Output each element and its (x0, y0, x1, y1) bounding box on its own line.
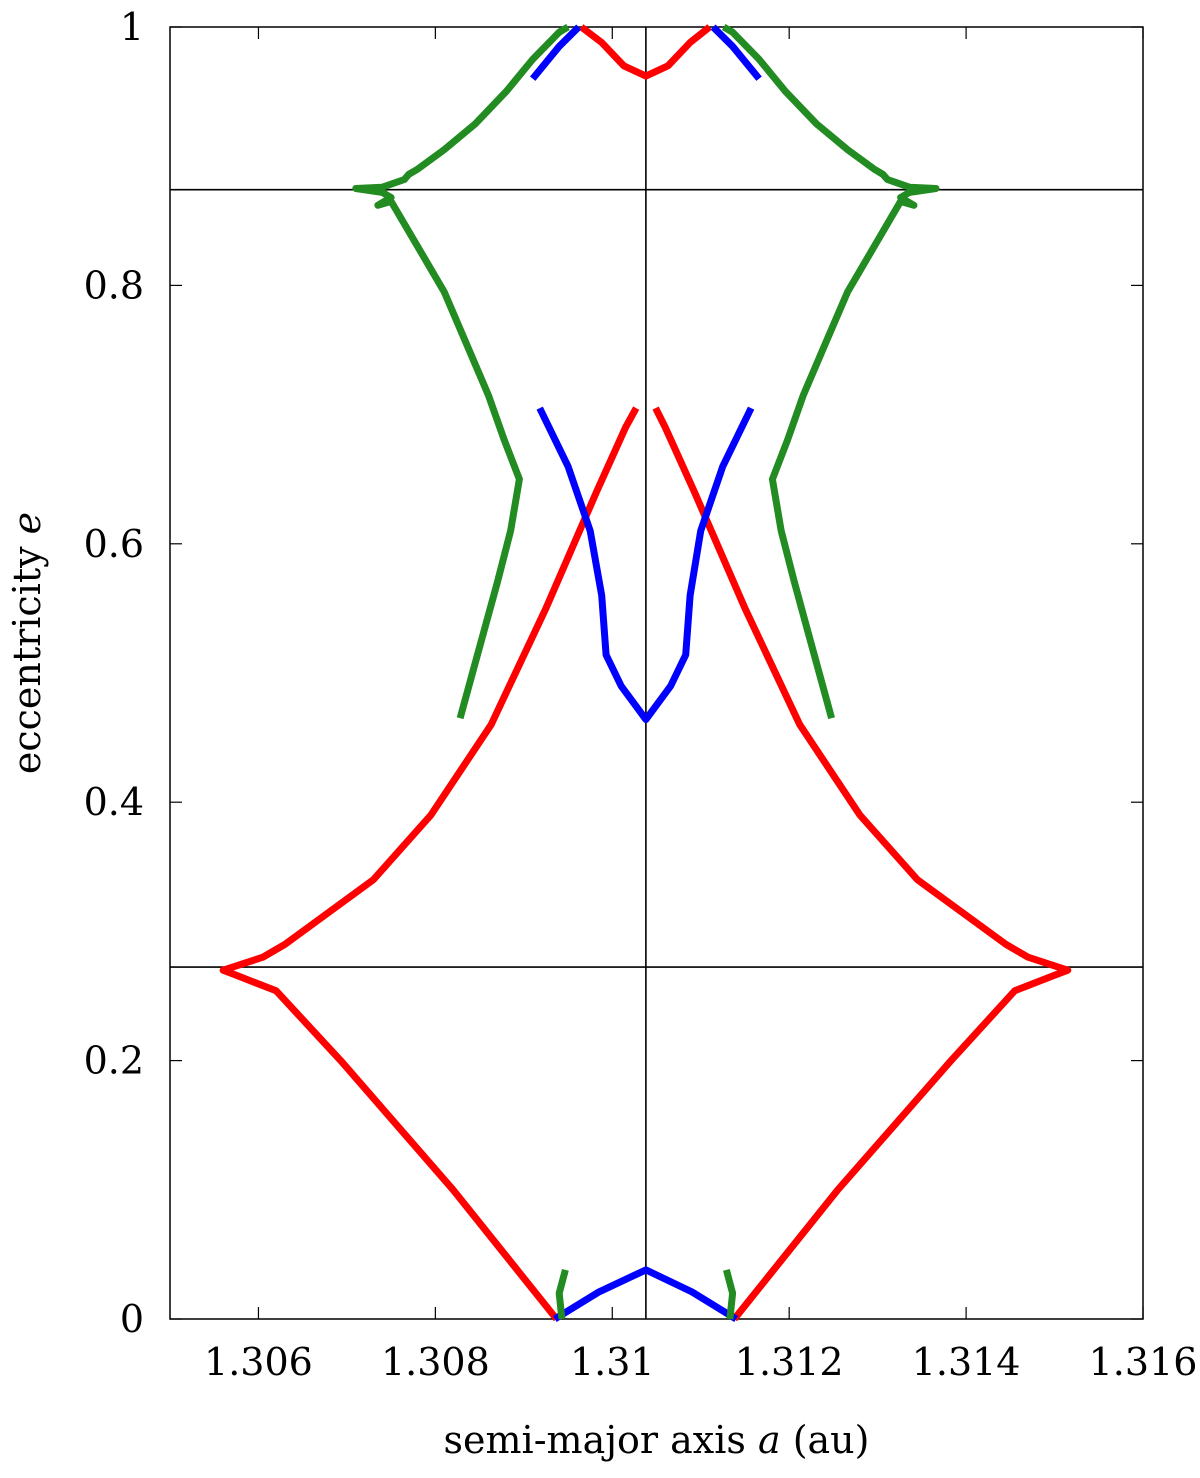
plot-frame (169, 26, 1144, 1320)
red-curve (652, 406, 1072, 1322)
y-tick-label: 0.2 (84, 1039, 144, 1083)
y-tick-label: 0.6 (84, 522, 144, 566)
ticks (170, 26, 1144, 1320)
green-curve (721, 23, 940, 720)
blue-curve (710, 24, 762, 81)
series-group (219, 23, 1072, 1322)
y-axis-label-var: e (5, 512, 49, 535)
x-tick-label: 1.314 (912, 1340, 1021, 1384)
y-tick-label: 1 (120, 5, 144, 49)
y-axis-label-text: eccentricity (5, 534, 49, 774)
x-tick-label: 1.31 (570, 1340, 655, 1384)
x-axis-label: semi-major axis a (au) (444, 1418, 870, 1462)
blue-curve (529, 24, 582, 81)
x-tick-label: 1.306 (204, 1340, 313, 1384)
green-curve (352, 23, 570, 720)
y-tick-label: 0.8 (84, 263, 144, 307)
y-tick-label: 0 (120, 1297, 144, 1341)
x-axis-label-text: semi-major axis (444, 1418, 758, 1462)
x-tick-label: 1.316 (1089, 1340, 1198, 1384)
reference-lines (170, 27, 1143, 1319)
red-curve (579, 24, 712, 80)
red-curve (219, 406, 640, 1322)
x-tick-label: 1.308 (381, 1340, 490, 1384)
blue-curve (552, 1266, 738, 1322)
y-axis-label: eccentricity e (5, 512, 49, 774)
y-tick-label: 0.4 (84, 780, 144, 824)
tick-labels: 1.306 1.308 1.31 1.312 1.314 1.316 0 0.2 0.4 0.6 0… (84, 5, 1198, 1384)
x-axis-label-var: a (758, 1418, 781, 1462)
x-tick-label: 1.312 (735, 1340, 844, 1384)
green-curve (555, 1269, 569, 1320)
x-axis-label-unit: (au) (781, 1418, 870, 1462)
blue-curve (536, 406, 755, 723)
green-curve (723, 1269, 737, 1320)
